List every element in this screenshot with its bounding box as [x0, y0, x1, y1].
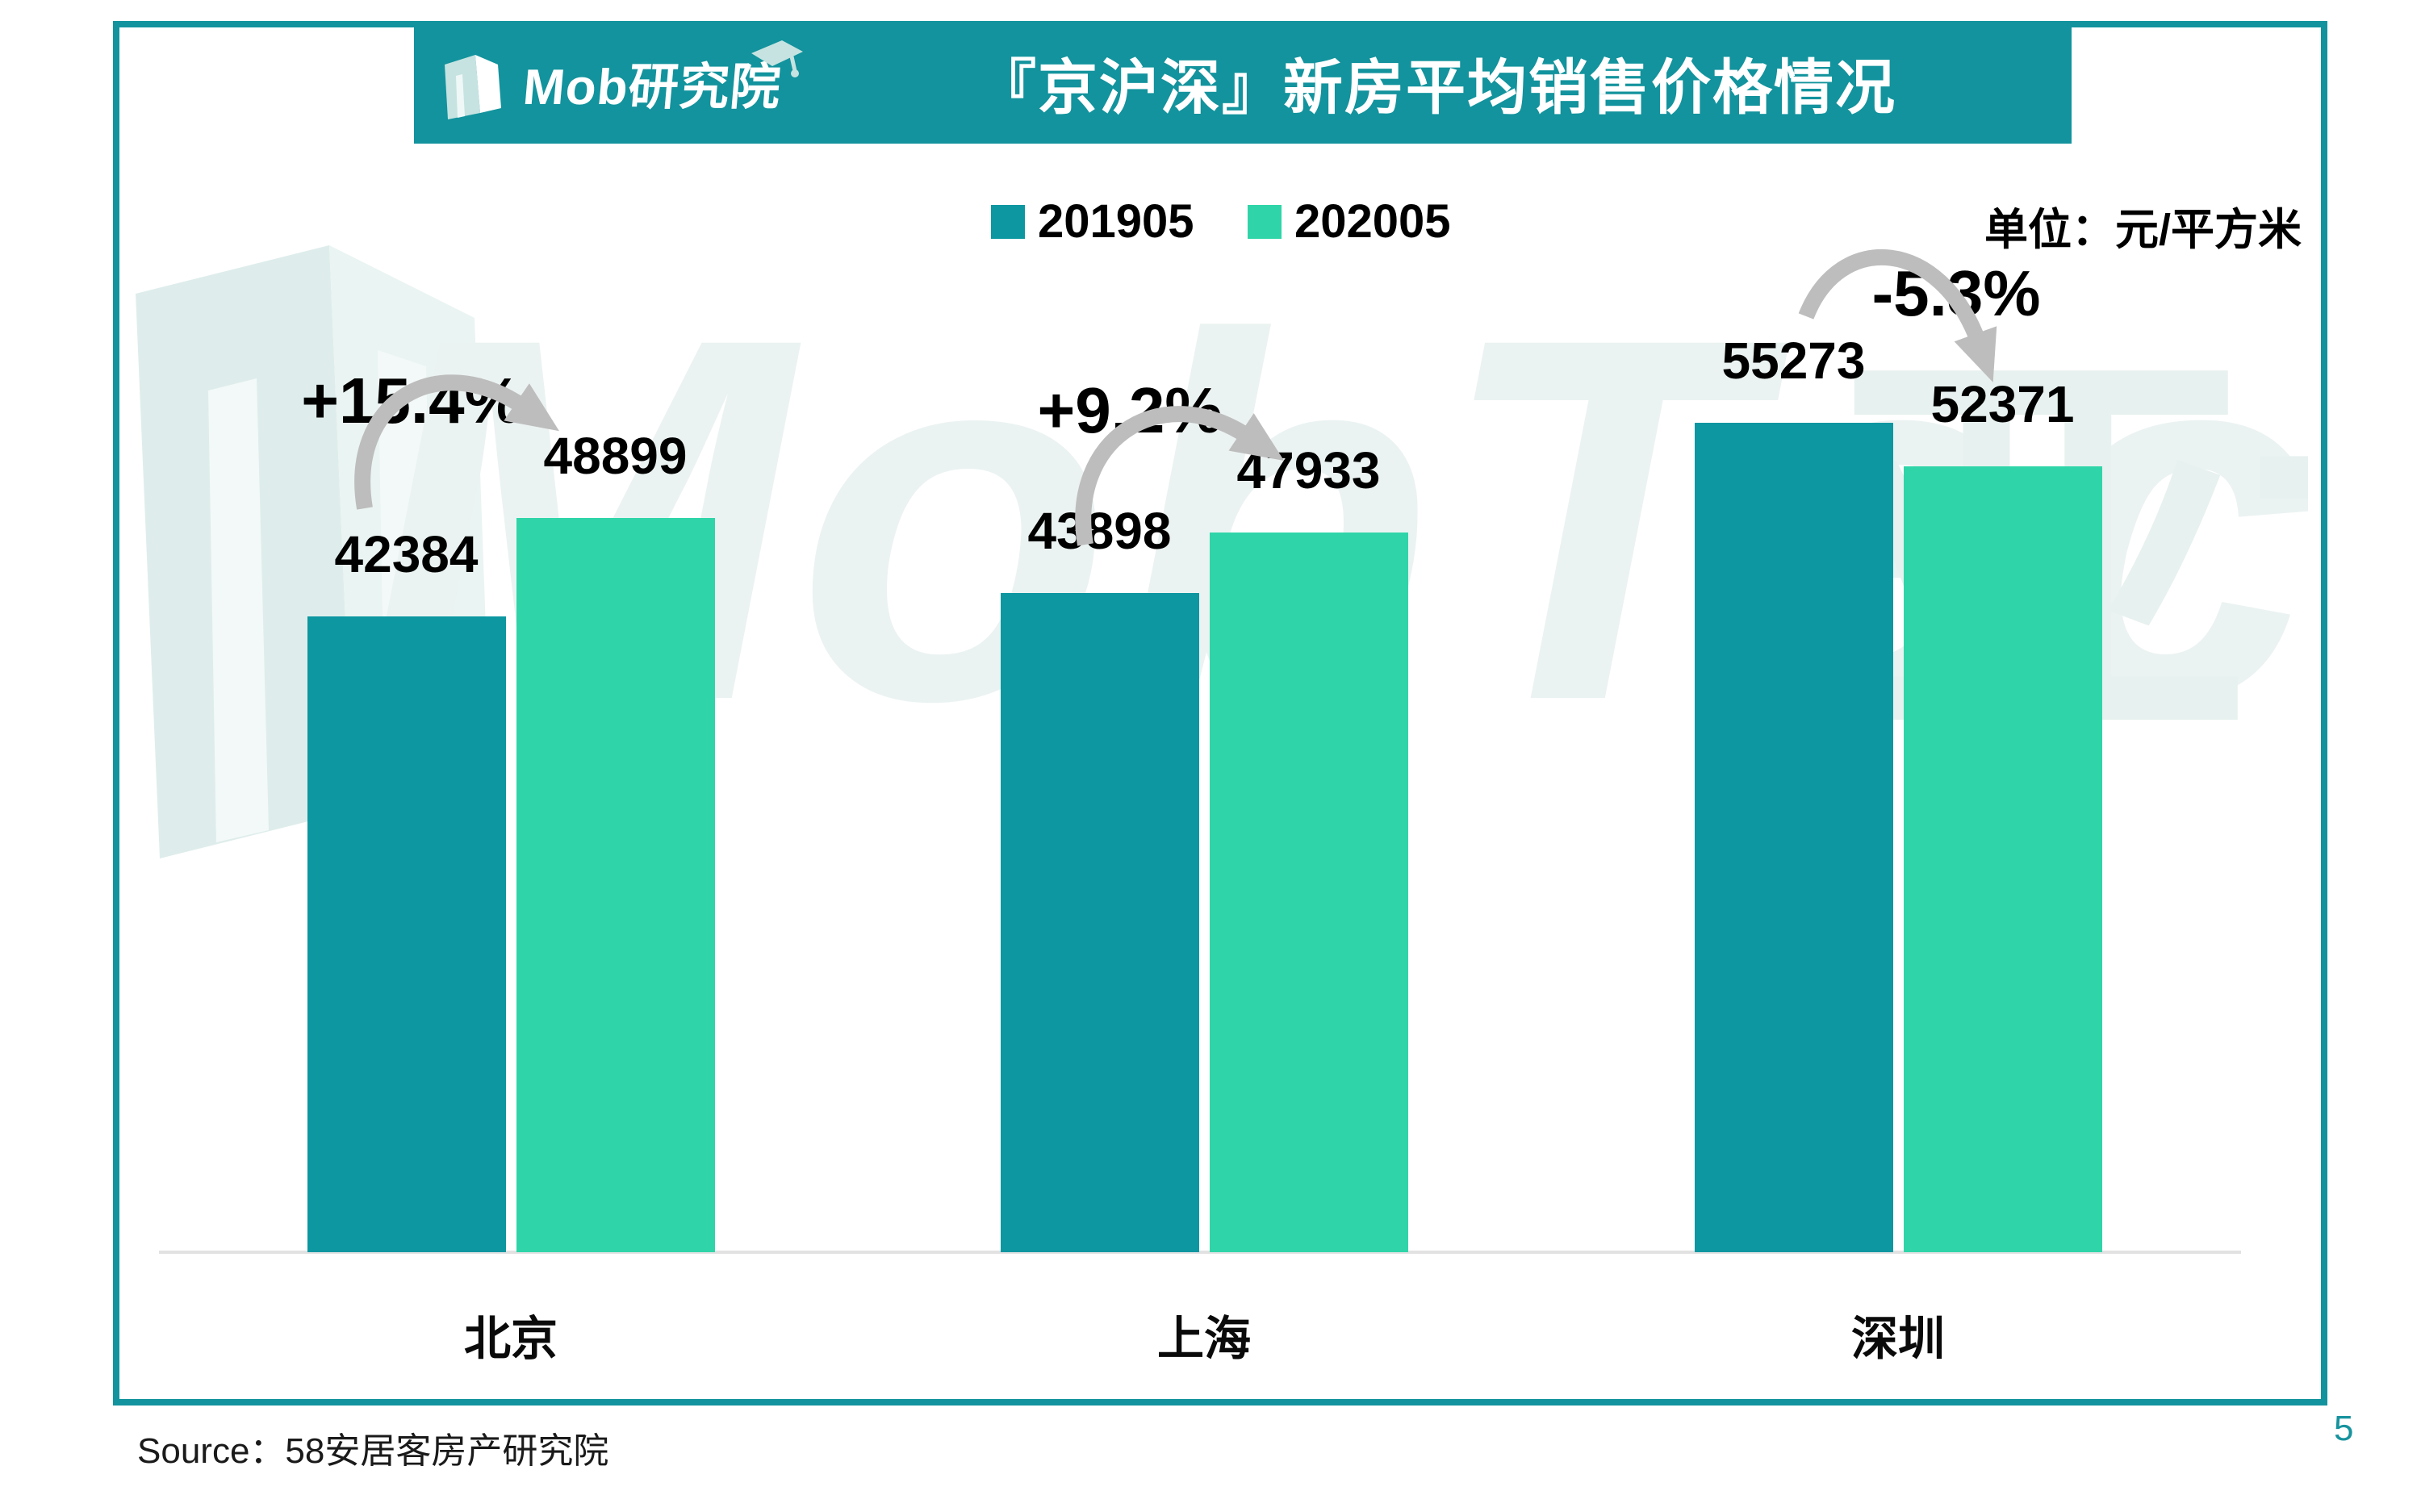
change-label-上海: +9.2% — [1037, 374, 1223, 446]
page-title: 『京沪深』新房平均销售价格情况 — [976, 53, 1896, 121]
legend-item-201905: 201905 — [991, 198, 1194, 245]
legend-swatch-202005 — [1248, 205, 1282, 239]
unit-label: 单位：元/平方米 — [1984, 206, 2302, 254]
bar-201905-上海 — [1000, 593, 1199, 1252]
legend-label-201905: 201905 — [1038, 195, 1194, 248]
graduation-cap-icon — [743, 36, 808, 88]
legend-swatch-201905 — [991, 205, 1025, 239]
bar-202005-北京 — [516, 518, 715, 1252]
bar-201905-深圳 — [1694, 423, 1893, 1252]
category-label-深圳: 深圳 — [1850, 1313, 1945, 1365]
building-icon — [438, 42, 512, 123]
value-label-202005-上海: 47933 — [1236, 441, 1381, 499]
change-label-深圳: -5.3% — [1871, 257, 2041, 329]
header-banner: Mob研究院 『京沪深』新房平均销售价格情况 — [414, 21, 2072, 144]
category-label-上海: 上海 — [1156, 1313, 1251, 1365]
bar-202005-上海 — [1209, 533, 1408, 1252]
bar-202005-深圳 — [1903, 466, 2102, 1252]
legend-item-202005: 202005 — [1248, 198, 1451, 245]
source-note: Source：58安居客房产研究院 — [137, 1431, 609, 1471]
page-number: 5 — [2334, 1409, 2354, 1448]
bar-201905-北京 — [307, 616, 506, 1252]
category-label-北京: 北京 — [463, 1313, 558, 1365]
value-label-202005-北京: 48899 — [543, 427, 688, 485]
change-label-北京: +15.4% — [301, 365, 522, 436]
value-label-202005-深圳: 52371 — [1930, 375, 2075, 433]
brand-logo: Mob研究院 — [438, 34, 803, 131]
x-axis-line — [159, 1251, 2241, 1254]
value-label-201905-北京: 42384 — [334, 525, 479, 583]
value-label-201905-上海: 43898 — [1027, 502, 1172, 560]
legend-label-202005: 202005 — [1294, 195, 1451, 248]
